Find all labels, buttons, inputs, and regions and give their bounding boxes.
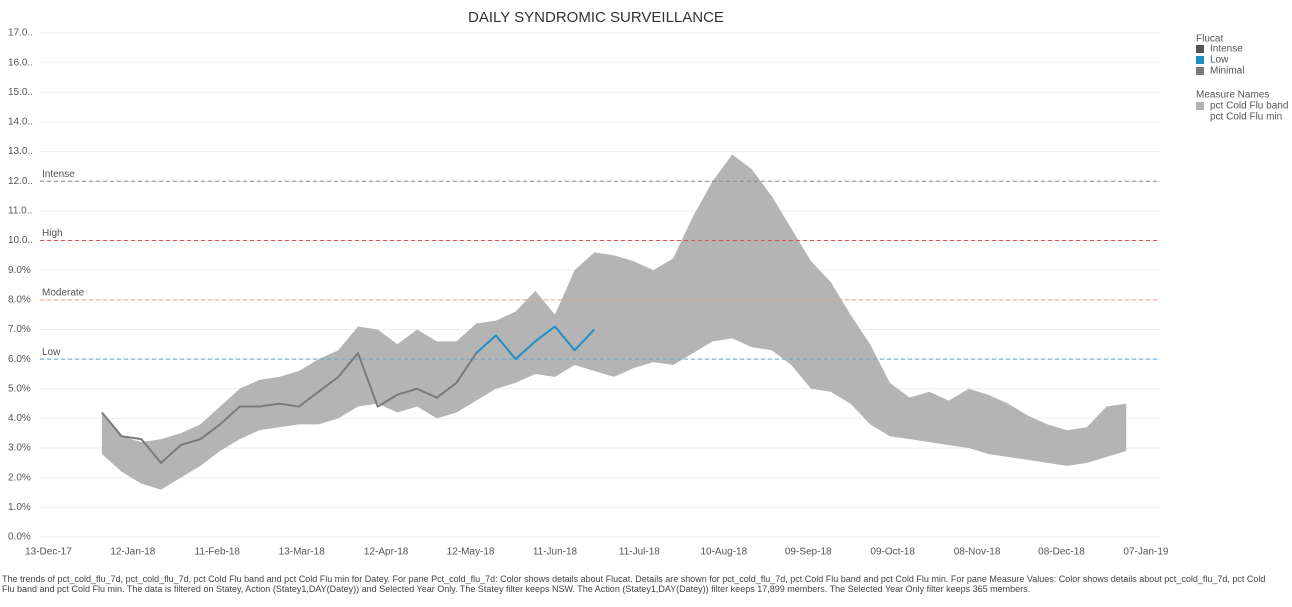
legend-swatch [1196,45,1204,53]
chart: DAILY SYNDROMIC SURVEILLANCE 0.0% 1.0% 2.0… [8,9,1288,558]
y-tick-label: 0.0% [8,532,31,543]
legend-label: pct Cold Flu band [1210,101,1288,112]
y-tick-label: 6.0% [8,354,31,365]
y-tick-label: 16.0.. [8,57,33,68]
x-tick-label: 12-May-18 [447,547,495,558]
x-tick-label: 07-Jan-19 [1123,547,1168,558]
legend-title: Flucat [1196,34,1223,45]
x-tick-label: 12-Jan-18 [110,547,155,558]
flu-line [475,325,596,361]
y-tick-label: 4.0% [8,413,31,424]
y-tick-label: 15.0.. [8,87,33,98]
y-tick-label: 1.0% [8,502,31,513]
legend-label: pct Cold Flu min [1210,112,1282,123]
legend-title: Measure Names [1196,90,1269,101]
x-tick-label: 10-Aug-18 [700,547,747,558]
x-tick-label: 13-Mar-18 [279,547,326,558]
chart-title: DAILY SYNDROMIC SURVEILLANCE [468,9,724,26]
x-tick-label: 12-Apr-18 [364,547,409,558]
legend-swatch [1196,102,1204,110]
y-tick-label: 7.0% [8,324,31,335]
x-tick-label: 09-Oct-18 [870,547,915,558]
reference-label: High [42,228,63,239]
y-tick-label: 10.0.. [8,235,33,246]
y-tick-label: 3.0% [8,443,31,454]
y-tick-label: 13.0.. [8,146,33,157]
y-tick-label: 8.0% [8,294,31,305]
y-tick-label: 5.0% [8,383,31,394]
legend-swatch [1196,56,1204,64]
band-area [101,154,1127,490]
reference-label: Moderate [42,287,85,298]
reference-label: Intense [42,169,75,180]
y-tick-label: 14.0.. [8,117,33,128]
caption: The trends of pct_cold_flu_7d, pct_cold_… [2,574,1266,594]
legend-swatch [1196,67,1204,75]
y-tick-label: 11.0.. [8,206,32,217]
x-tick-label: 09-Sep-18 [785,547,832,558]
y-tick-label: 17.0.. [8,28,33,39]
x-tick-label: 11-Feb-18 [195,547,241,558]
legend-label: Intense [1210,44,1243,55]
flu-line [101,352,478,464]
y-tick-label: 9.0% [8,265,31,276]
x-tick-label: 11-Jul-18 [619,547,660,558]
y-tick-label: 12.0.. [8,176,33,187]
legend-label: Minimal [1210,66,1244,77]
x-tick-label: 13-Dec-17 [25,547,72,558]
x-tick-label: 11-Jun-18 [533,547,578,558]
y-tick-label: 2.0% [8,472,31,483]
x-tick-label: 08-Nov-18 [954,547,1001,558]
reference-label: Low [42,347,61,358]
legend-label: Low [1210,55,1229,66]
x-tick-label: 08-Dec-18 [1038,547,1085,558]
